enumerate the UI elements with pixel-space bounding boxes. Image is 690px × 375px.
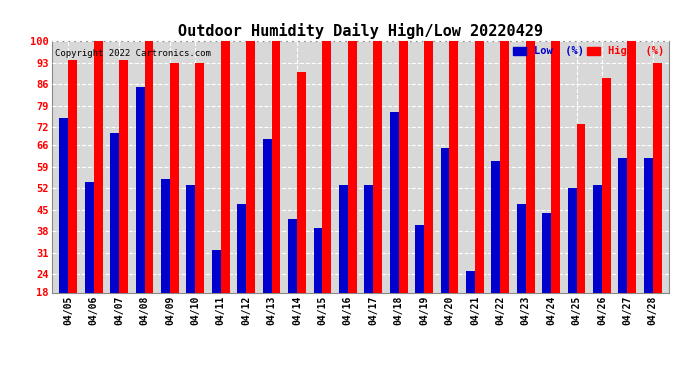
Bar [441,148,449,348]
Bar [263,139,272,348]
Bar [466,271,475,348]
Bar [322,41,331,348]
Bar [85,182,94,348]
Bar [526,41,535,348]
Bar [272,41,280,348]
Bar [449,41,458,348]
Bar [364,185,373,348]
Bar [348,41,357,348]
Bar [517,204,526,348]
Bar [491,161,500,348]
Legend: Low  (%), High  (%): Low (%), High (%) [513,46,664,57]
Bar [144,41,153,348]
Bar [186,185,195,348]
Bar [221,41,230,348]
Bar [568,188,577,348]
Bar [119,60,128,348]
Bar [170,63,179,348]
Bar [644,158,653,348]
Bar [399,41,408,348]
Bar [94,41,103,348]
Bar [297,72,306,348]
Bar [339,185,348,348]
Bar [551,41,560,348]
Bar [237,204,246,348]
Bar [110,133,119,348]
Bar [313,228,322,348]
Bar [618,158,627,348]
Bar [475,41,484,348]
Bar [577,124,585,348]
Bar [288,219,297,348]
Bar [415,225,424,348]
Bar [136,87,144,348]
Bar [59,118,68,348]
Bar [542,213,551,348]
Bar [593,185,602,348]
Bar [195,63,204,348]
Bar [68,60,77,348]
Bar [161,179,170,348]
Bar [246,41,255,348]
Text: Copyright 2022 Cartronics.com: Copyright 2022 Cartronics.com [55,49,210,58]
Bar [602,78,611,348]
Bar [373,41,382,348]
Bar [653,63,662,348]
Bar [627,41,636,348]
Bar [500,41,509,348]
Bar [424,41,433,348]
Bar [212,250,221,348]
Title: Outdoor Humidity Daily High/Low 20220429: Outdoor Humidity Daily High/Low 20220429 [178,23,543,39]
Bar [390,112,399,348]
